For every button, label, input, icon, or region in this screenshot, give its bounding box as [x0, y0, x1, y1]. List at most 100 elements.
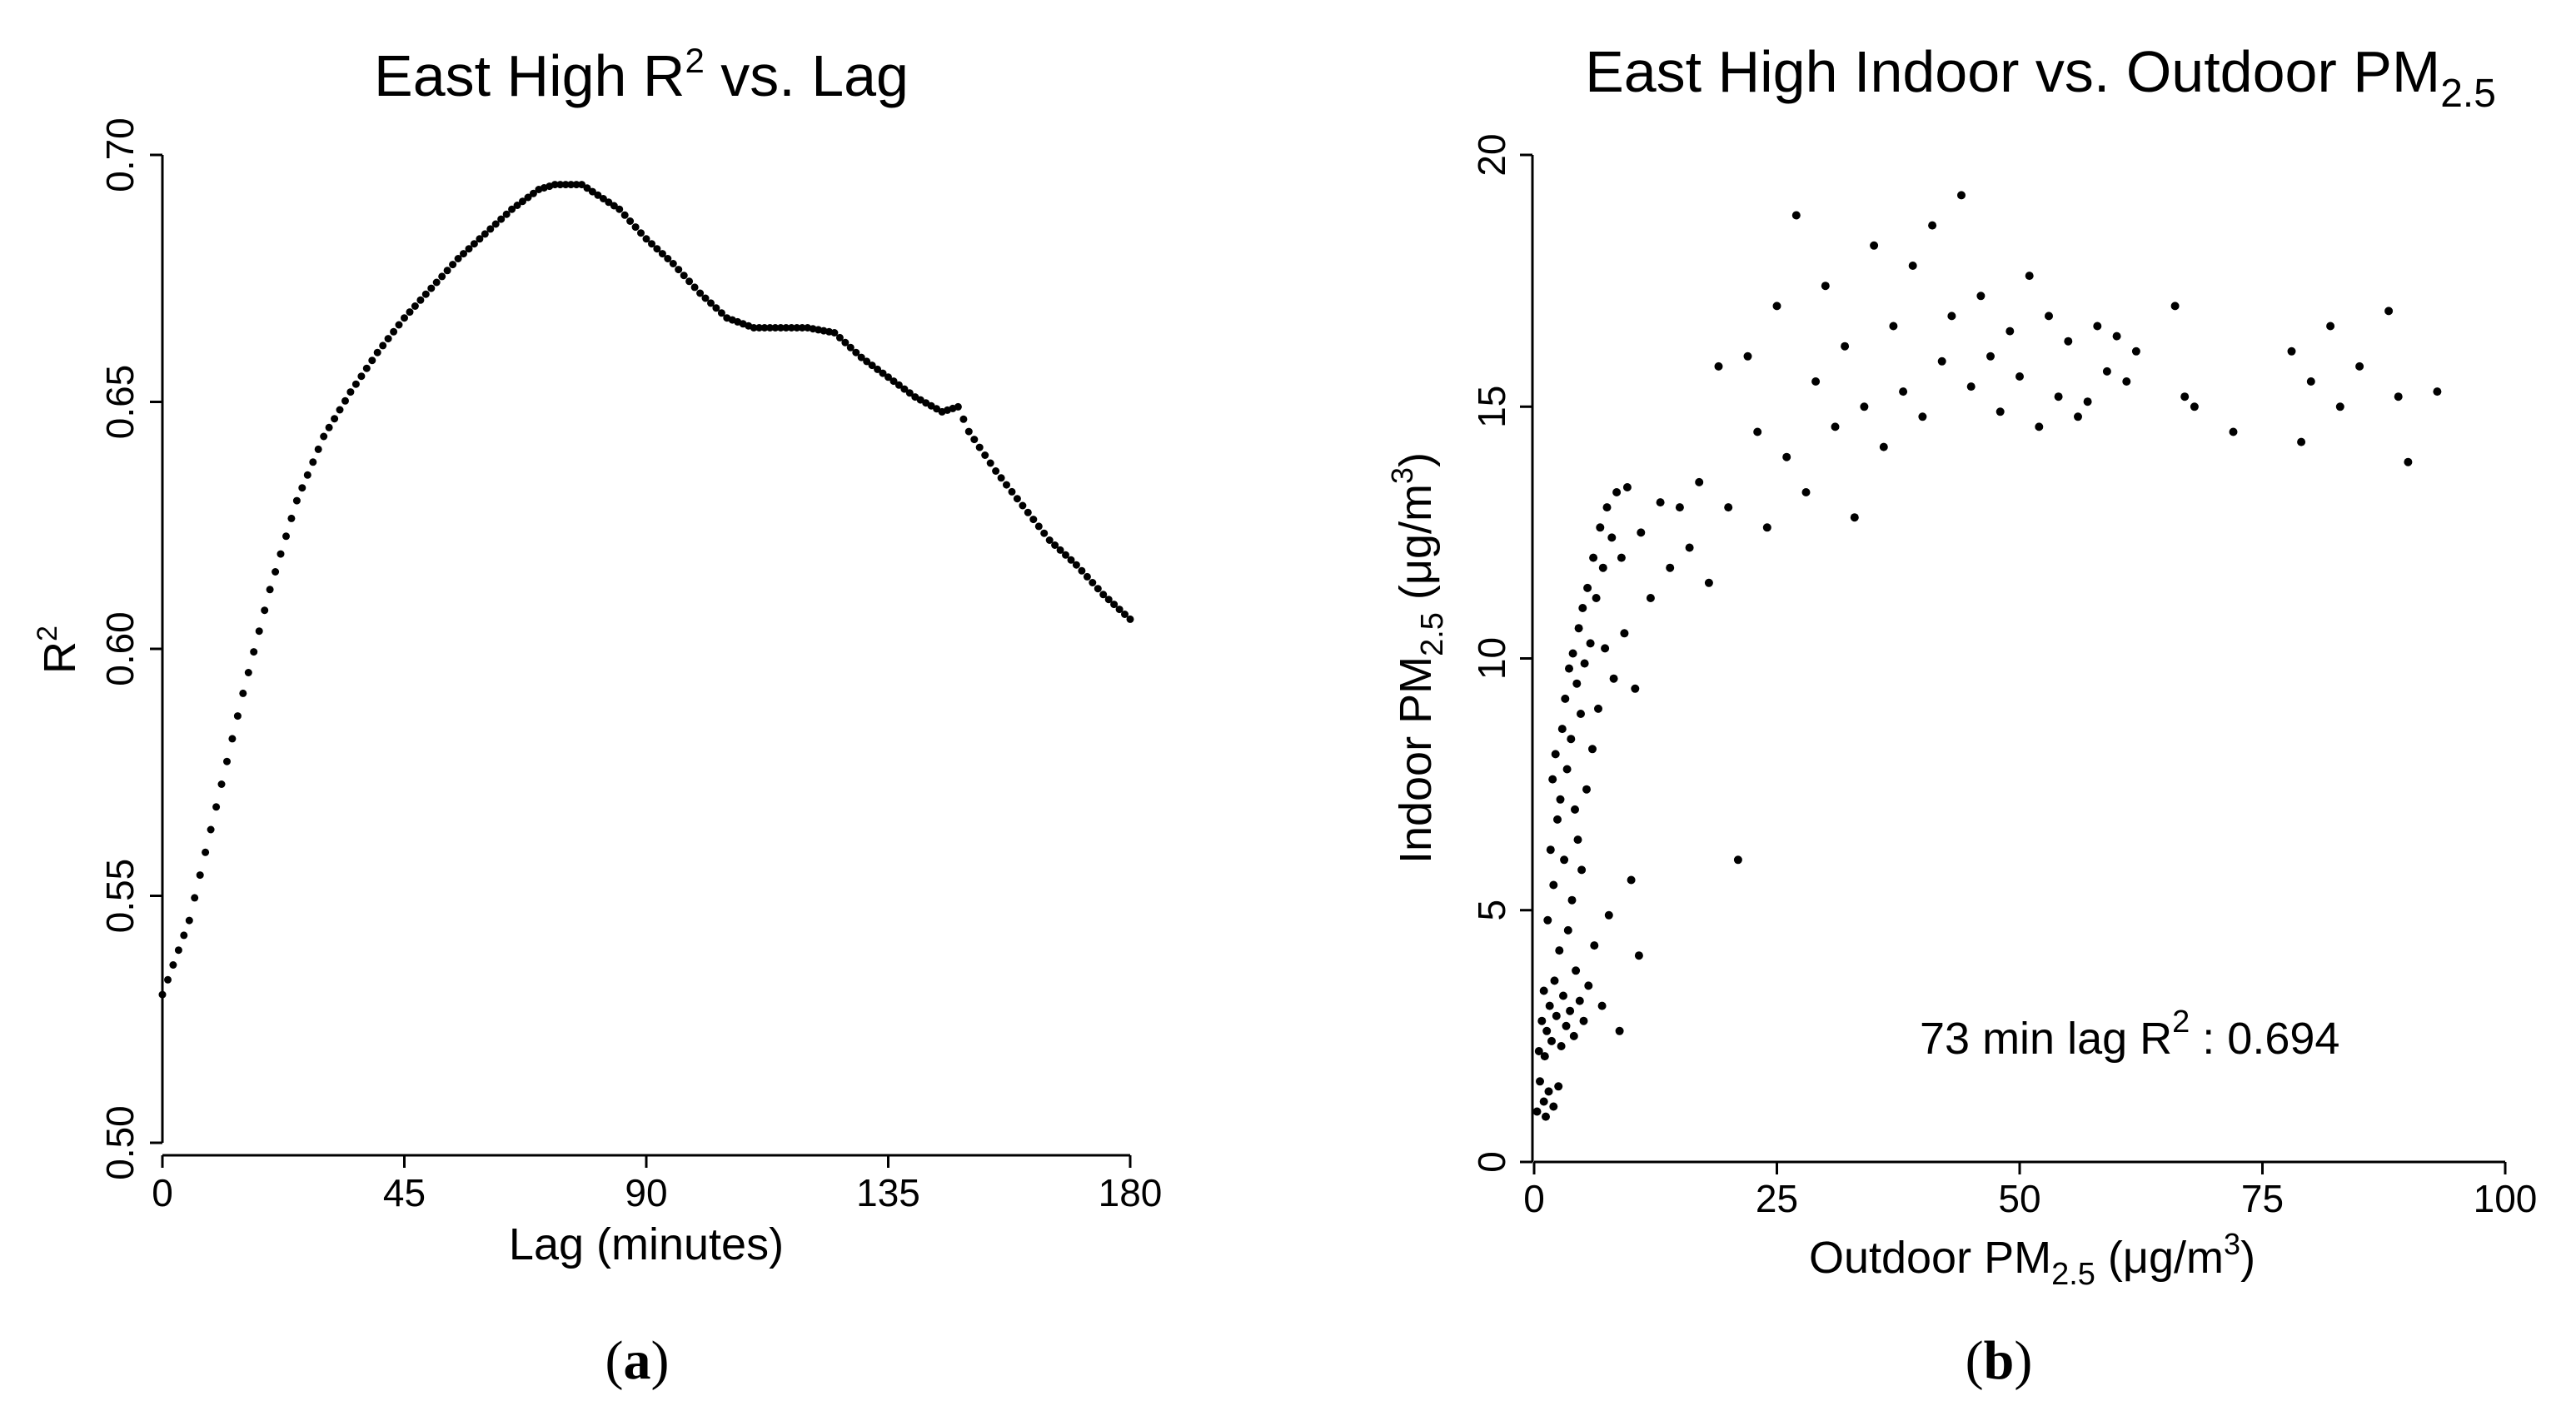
- chart-b-point: [1821, 282, 1830, 291]
- chart-a-point: [771, 324, 780, 332]
- chart-b-point: [1550, 976, 1559, 985]
- chart-a-point: [1072, 561, 1080, 569]
- chart-a-point: [325, 423, 333, 431]
- chart-b-point: [2335, 402, 2344, 411]
- chart-b-panel-label: (b): [1966, 1330, 2033, 1391]
- chart-a-point: [191, 894, 199, 902]
- chart-a-y-tick-label: 0.55: [98, 859, 142, 934]
- chart-b-point: [1555, 946, 1564, 955]
- chart-a-point: [272, 568, 280, 576]
- chart-a-x-ticks: 0 45 90 135 180: [152, 1155, 1162, 1214]
- chart-b-point: [1598, 563, 1607, 572]
- chart-b-point: [1565, 664, 1573, 673]
- chart-a-point: [696, 289, 705, 297]
- chart-a-point: [244, 669, 252, 676]
- chart-b-point: [1568, 649, 1577, 658]
- chart-b-point: [2404, 457, 2413, 466]
- chart-a-point: [320, 432, 328, 441]
- chart-a-point: [664, 255, 672, 262]
- chart-a-point: [1094, 585, 1102, 593]
- chart-a-point: [648, 240, 655, 248]
- chart-b-point: [2102, 366, 2111, 376]
- chart-a-point: [874, 365, 882, 373]
- chart-b-point: [1561, 694, 1570, 703]
- chart-a-point: [626, 217, 635, 225]
- chart-b-point: [2355, 361, 2364, 371]
- chart-b-point: [1791, 211, 1801, 220]
- chart-b-point: [1552, 1011, 1561, 1020]
- chart-b-point: [1631, 684, 1640, 693]
- chart-b-point: [1539, 1097, 1548, 1106]
- chart-a-point: [1078, 566, 1086, 575]
- chart-b-point: [1537, 1016, 1547, 1025]
- chart-a-point: [368, 356, 376, 365]
- chart-b-point: [1675, 503, 1684, 512]
- chart-a-point: [879, 369, 887, 377]
- chart-b-point: [2433, 387, 2442, 396]
- chart-a-point: [266, 586, 274, 594]
- chart-b-point: [2287, 347, 2296, 356]
- chart-b-point: [1557, 725, 1567, 734]
- chart-a-point: [1104, 596, 1113, 604]
- chart-b-point: [1579, 1016, 1588, 1025]
- chart-b-point: [2074, 412, 2082, 421]
- chart-b-y-tick-label: 10: [1470, 637, 1513, 680]
- chart-b-x-tick-label: 100: [2474, 1177, 2538, 1220]
- chart-a-point: [373, 348, 381, 356]
- chart-a-y-ticks: 0.50 0.55 0.60 0.65 0.70: [98, 117, 162, 1180]
- chart-b-point: [1562, 765, 1572, 774]
- chart-a-point: [1056, 546, 1064, 554]
- chart-b-point: [1542, 1112, 1550, 1121]
- chart-b-y-tick-label: 5: [1470, 900, 1513, 921]
- chart-b-point: [1578, 604, 1587, 612]
- chart-a-point: [905, 389, 914, 397]
- chart-a-point: [287, 514, 296, 522]
- chart-a-point: [1083, 572, 1091, 581]
- chart-b-point: [2384, 307, 2394, 316]
- chart-a-point: [642, 235, 650, 243]
- chart-b-point: [1685, 543, 1694, 552]
- chart-b-point: [1567, 735, 1576, 744]
- chart-b-point: [1976, 292, 1986, 301]
- chart-a-point: [782, 324, 790, 332]
- chart-a-point: [481, 230, 489, 238]
- chart-b-point: [2054, 392, 2063, 401]
- chart-a-x-axis-label: Lag (minutes): [509, 1219, 784, 1269]
- chart-a-point: [164, 975, 172, 984]
- chart-a-point: [594, 191, 602, 199]
- chart-a-point: [202, 848, 210, 856]
- chart-a-point: [954, 402, 962, 411]
- chart-a-point: [766, 324, 774, 332]
- chart-a-point: [309, 458, 317, 466]
- chart-b-point: [2326, 322, 2335, 331]
- chart-b-y-axis-label: Indoor PM2.5 (μg/m3): [1385, 452, 1450, 864]
- chart-b-y-tick-label: 15: [1470, 386, 1513, 428]
- chart-a-point: [401, 314, 408, 322]
- chart-a-point: [712, 304, 720, 312]
- chart-b-point: [1573, 835, 1582, 845]
- chart-b-point: [1590, 941, 1599, 950]
- chart-a-point: [1115, 606, 1124, 614]
- chart-b-point: [1801, 488, 1811, 496]
- chart-b-y-ticks: 0 5 10 15 20: [1470, 133, 1532, 1173]
- chart-b-point: [1704, 578, 1713, 587]
- chart-a-point: [830, 329, 839, 337]
- chart-a-point: [620, 211, 629, 219]
- chart-b-point: [1622, 483, 1632, 491]
- chart-a-point: [1003, 481, 1010, 489]
- chart-b-point: [1545, 1001, 1554, 1010]
- chart-b-point: [1627, 875, 1636, 885]
- chart-b-x-tick-label: 25: [1756, 1177, 1798, 1220]
- chart-a-point: [841, 338, 850, 347]
- chart-b-point: [1879, 442, 1888, 451]
- chart-b-point: [2005, 327, 2015, 336]
- chart-a-point: [583, 184, 591, 192]
- chart-b-point: [1889, 322, 1898, 331]
- chart-b-point: [2394, 392, 2403, 401]
- chart-a-point: [787, 324, 795, 332]
- chart-b-point: [1554, 1082, 1563, 1091]
- chart-a-point: [158, 990, 167, 999]
- chart-b-point: [2093, 322, 2102, 331]
- chart-b-point: [1559, 991, 1567, 1000]
